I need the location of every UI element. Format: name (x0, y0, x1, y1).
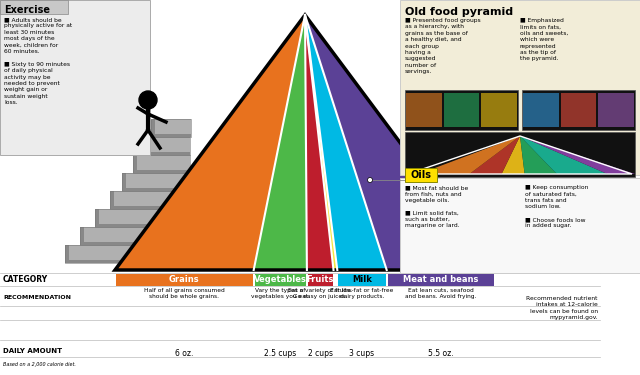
Bar (151, 134, 191, 137)
Bar (80, 227, 190, 245)
Text: 6 oz.: 6 oz. (175, 349, 193, 358)
Polygon shape (502, 136, 525, 174)
Text: Based on a 2,000 calorie diet.: Based on a 2,000 calorie diet. (3, 362, 76, 367)
Text: Exercise: Exercise (4, 5, 50, 15)
Text: ■ Emphasized
limits on fats,
oils and sweets,
which were
represented
as the tip : ■ Emphasized limits on fats, oils and sw… (520, 18, 568, 62)
Polygon shape (469, 136, 520, 174)
Text: Vary the types of
vegetables you eat.: Vary the types of vegetables you eat. (251, 288, 310, 299)
Bar (143, 137, 190, 155)
Text: 2.5 cups: 2.5 cups (264, 349, 296, 358)
Bar (143, 137, 147, 155)
Bar (133, 170, 190, 173)
Text: Vegetables: Vegetables (254, 276, 307, 285)
Bar (0, 0, 68, 14)
Text: Eat a variety of fruits.
Go easy on juices.: Eat a variety of fruits. Go easy on juic… (288, 288, 353, 299)
Text: 2 cups: 2 cups (308, 349, 333, 358)
Bar (151, 119, 191, 137)
Text: Old food pyramid: Old food pyramid (405, 7, 513, 17)
Bar (405, 132, 635, 177)
Bar (65, 245, 190, 263)
Polygon shape (305, 15, 387, 270)
Bar (143, 137, 190, 155)
Text: Meat and beans: Meat and beans (403, 276, 479, 285)
Bar (133, 155, 137, 173)
Text: ■ Most fat should be
from fish, nuts and
vegetable oils.

■ Limit solid fats,
su: ■ Most fat should be from fish, nuts and… (405, 185, 468, 228)
Text: Grains: Grains (169, 276, 200, 285)
Bar (133, 155, 190, 173)
Polygon shape (305, 15, 495, 270)
Bar (110, 191, 114, 209)
Text: Oils: Oils (410, 170, 431, 180)
Text: DAILY AMOUNT: DAILY AMOUNT (3, 348, 62, 354)
Bar (444, 93, 479, 127)
Bar (65, 260, 190, 263)
Bar (110, 191, 190, 209)
Bar (110, 206, 190, 209)
Text: 5.5 oz.: 5.5 oz. (428, 349, 454, 358)
Circle shape (367, 177, 372, 183)
Text: Fruits: Fruits (307, 276, 334, 285)
Bar (95, 209, 99, 227)
Bar (522, 90, 635, 130)
Polygon shape (520, 136, 607, 174)
Bar (561, 93, 596, 127)
Text: ■ Presented food groups
as a hierarchy, with
grains as the base of
a healthy die: ■ Presented food groups as a hierarchy, … (405, 18, 481, 74)
Circle shape (139, 91, 157, 109)
Polygon shape (520, 136, 635, 174)
Bar (308, 274, 333, 286)
Text: Eat lean cuts, seafood
and beans. Avoid frying.: Eat lean cuts, seafood and beans. Avoid … (405, 288, 477, 299)
Bar (255, 274, 306, 286)
Bar (133, 155, 190, 173)
Bar (598, 93, 634, 127)
Bar (95, 209, 190, 227)
Bar (400, 178, 640, 273)
Bar (405, 168, 437, 182)
Text: ■ Keep consumption
of saturated fats,
trans fats and
sodium low.

■ Choose foods: ■ Keep consumption of saturated fats, tr… (525, 185, 588, 228)
Bar (110, 191, 190, 209)
Polygon shape (419, 136, 520, 174)
Text: CATEGORY: CATEGORY (3, 276, 48, 285)
Polygon shape (305, 15, 337, 270)
Text: ■ Adults should be
physically active for at
least 30 minutes
most days of the
we: ■ Adults should be physically active for… (4, 17, 72, 105)
Polygon shape (305, 15, 333, 270)
Bar (65, 245, 190, 263)
Bar (95, 224, 190, 227)
Bar (523, 93, 559, 127)
Bar (65, 245, 69, 263)
Bar (80, 242, 190, 245)
Bar (80, 227, 84, 245)
Bar (122, 188, 190, 191)
Bar (151, 119, 155, 137)
Polygon shape (520, 136, 557, 174)
Bar (405, 90, 518, 130)
Bar (388, 274, 494, 286)
Bar (151, 119, 191, 137)
Polygon shape (115, 15, 305, 270)
Bar (0, 0, 150, 155)
Bar (122, 173, 190, 191)
Text: Recommended nutrient
intakes at 12-calorie
levels can be found on
mypyramid.gov.: Recommended nutrient intakes at 12-calor… (527, 296, 598, 320)
Bar (481, 93, 517, 127)
Bar (122, 173, 126, 191)
Text: 3 cups: 3 cups (349, 349, 374, 358)
Polygon shape (253, 15, 307, 270)
Text: Milk: Milk (352, 276, 372, 285)
Text: Eat low-fat or fat-free
dairy products.: Eat low-fat or fat-free dairy products. (330, 288, 394, 299)
Bar (339, 274, 386, 286)
Text: RECOMMENDATION: RECOMMENDATION (3, 295, 71, 300)
Bar (80, 227, 190, 245)
Bar (116, 274, 253, 286)
Bar (122, 173, 190, 191)
Bar (143, 152, 190, 155)
Bar (406, 93, 442, 127)
Text: Half of all grains consumed
should be whole grains.: Half of all grains consumed should be wh… (144, 288, 225, 299)
Bar (400, 0, 640, 175)
Bar (95, 209, 190, 227)
